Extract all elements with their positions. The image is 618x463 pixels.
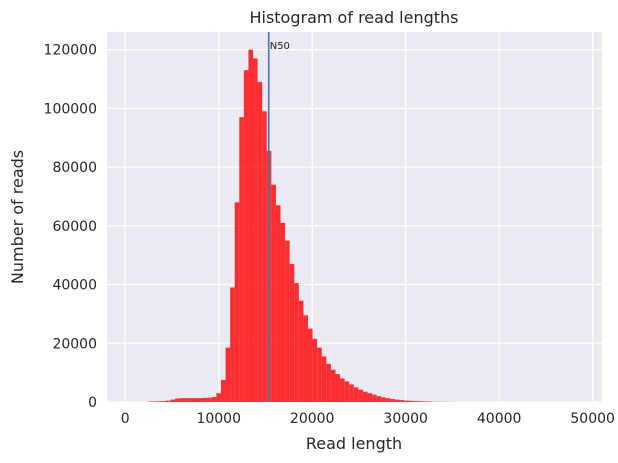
histogram-bar bbox=[307, 328, 313, 402]
histogram-bar bbox=[257, 81, 263, 403]
histogram-bar bbox=[271, 184, 276, 402]
y-tick-label: 0 bbox=[88, 395, 97, 411]
histogram-bar bbox=[376, 396, 382, 402]
histogram-bar bbox=[225, 347, 231, 402]
histogram-bar bbox=[303, 315, 308, 402]
histogram-bar bbox=[285, 240, 290, 402]
histogram-bar bbox=[184, 398, 189, 402]
histogram-bar bbox=[335, 374, 341, 402]
histogram-bar bbox=[422, 401, 428, 402]
x-tick-label: 40000 bbox=[477, 411, 522, 427]
y-axis-ticks: 0 20000 40000 60000 80000 100000 120000 bbox=[44, 43, 97, 411]
x-tick-label: 10000 bbox=[196, 411, 241, 427]
y-tick-label: 100000 bbox=[44, 101, 97, 117]
histogram-bar bbox=[408, 400, 414, 402]
x-axis-ticks: 0 10000 20000 30000 40000 50000 bbox=[121, 411, 615, 427]
plot-area bbox=[107, 32, 602, 402]
histogram-bar bbox=[211, 397, 217, 402]
histogram-bar bbox=[262, 111, 267, 403]
y-tick-label: 20000 bbox=[52, 336, 97, 352]
histogram-bar bbox=[390, 399, 396, 402]
x-tick-label: 20000 bbox=[290, 411, 335, 427]
histogram-bar bbox=[367, 393, 373, 402]
histogram-bar bbox=[381, 397, 386, 402]
x-tick-label: 30000 bbox=[383, 411, 428, 427]
histogram-bar bbox=[170, 399, 176, 402]
histogram-bar bbox=[239, 117, 244, 403]
histogram-bar bbox=[321, 356, 327, 402]
histogram-bar bbox=[298, 300, 304, 402]
histogram-bar bbox=[165, 400, 171, 402]
y-tick-label: 40000 bbox=[52, 278, 97, 294]
histogram-bar bbox=[243, 70, 249, 402]
y-axis-title: Number of reads bbox=[8, 150, 27, 284]
n50-marker: N50 bbox=[267, 32, 290, 402]
chart-title: Histogram of read lengths bbox=[249, 8, 458, 27]
y-tick-label: 80000 bbox=[52, 160, 97, 176]
n50-label: N50 bbox=[270, 41, 290, 52]
grid-lines bbox=[107, 32, 602, 403]
histogram-bar bbox=[330, 369, 336, 402]
histogram-bar bbox=[417, 401, 423, 402]
histogram-bar bbox=[202, 397, 208, 402]
histogram-bar bbox=[188, 398, 194, 402]
histogram-bar bbox=[289, 263, 295, 402]
histogram-bar bbox=[248, 49, 254, 402]
histogram-bar bbox=[358, 389, 363, 402]
x-tick-label: 50000 bbox=[570, 411, 615, 427]
histogram-bar bbox=[175, 398, 180, 402]
histogram-bar bbox=[280, 222, 286, 402]
histogram-bar bbox=[340, 378, 345, 402]
histogram-bar bbox=[326, 363, 331, 402]
histogram-bar bbox=[156, 401, 162, 402]
histogram-bar bbox=[372, 394, 377, 402]
histogram-bar bbox=[179, 398, 185, 402]
y-tick-label: 60000 bbox=[52, 219, 97, 235]
histogram-bar bbox=[216, 393, 221, 402]
x-axis-title: Read length bbox=[306, 434, 402, 453]
histogram-bar bbox=[253, 58, 258, 403]
histogram-bar bbox=[344, 381, 350, 402]
histogram-bar bbox=[404, 400, 409, 402]
histogram-bar bbox=[193, 398, 199, 402]
histogram-bar bbox=[395, 399, 400, 402]
histogram-bar bbox=[312, 338, 318, 402]
histogram-bar bbox=[362, 391, 368, 402]
x-tick-label: 0 bbox=[121, 411, 130, 427]
histogram-bar bbox=[230, 287, 235, 402]
histogram-bar bbox=[234, 202, 240, 402]
histogram-bar bbox=[349, 384, 354, 402]
histogram-bar bbox=[152, 401, 157, 402]
histogram-bar bbox=[353, 387, 359, 402]
y-tick-label: 120000 bbox=[44, 43, 97, 59]
histogram-bar bbox=[413, 401, 418, 402]
histogram-bar bbox=[220, 379, 226, 402]
histogram-bar bbox=[399, 400, 405, 402]
histogram-bar bbox=[385, 398, 391, 402]
histogram-bar bbox=[198, 398, 203, 402]
histogram-bar bbox=[161, 401, 166, 402]
histogram-bar bbox=[317, 347, 322, 402]
histogram-bar bbox=[275, 205, 281, 402]
histogram-bar bbox=[294, 283, 299, 402]
histogram-bar bbox=[207, 397, 212, 402]
